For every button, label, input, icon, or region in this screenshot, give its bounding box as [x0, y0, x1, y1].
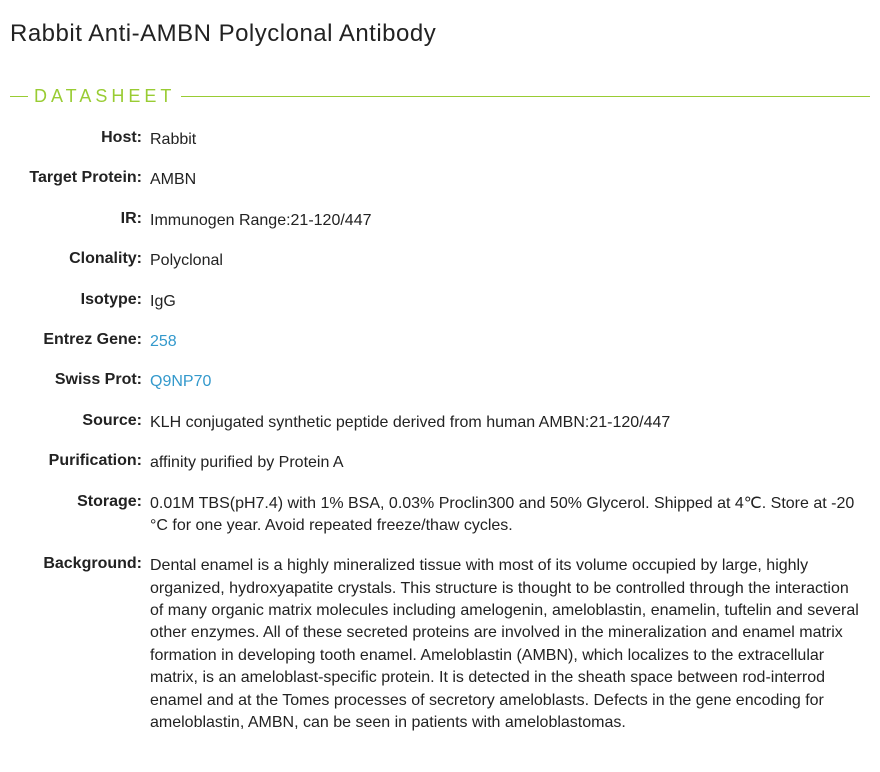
value-swiss-prot: Q9NP70 [150, 371, 221, 393]
row-clonality: Clonality: Polyclonal [10, 250, 870, 272]
label-entrez-gene: Entrez Gene: [10, 331, 150, 349]
row-swiss-prot: Swiss Prot: Q9NP70 [10, 371, 870, 393]
section-line-left [10, 96, 28, 97]
value-host: Rabbit [150, 129, 206, 151]
value-entrez-gene: 258 [150, 331, 187, 353]
value-background: Dental enamel is a highly mineralized ti… [150, 555, 870, 734]
label-source: Source: [10, 412, 150, 430]
row-target-protein: Target Protein: AMBN [10, 169, 870, 191]
entrez-gene-link[interactable]: 258 [150, 333, 177, 350]
page-title: Rabbit Anti-AMBN Polyclonal Antibody [10, 20, 870, 48]
row-background: Background: Dental enamel is a highly mi… [10, 555, 870, 734]
label-host: Host: [10, 129, 150, 147]
label-purification: Purification: [10, 452, 150, 470]
row-source: Source: KLH conjugated synthetic peptide… [10, 412, 870, 434]
value-target-protein: AMBN [150, 169, 206, 191]
section-line-right [181, 96, 870, 97]
value-source: KLH conjugated synthetic peptide derived… [150, 412, 680, 434]
label-target-protein: Target Protein: [10, 169, 150, 187]
row-storage: Storage: 0.01M TBS(pH7.4) with 1% BSA, 0… [10, 493, 870, 538]
section-label: DATASHEET [28, 86, 181, 107]
value-storage: 0.01M TBS(pH7.4) with 1% BSA, 0.03% Proc… [150, 493, 870, 538]
row-ir: IR: Immunogen Range:21-120/447 [10, 210, 870, 232]
label-swiss-prot: Swiss Prot: [10, 371, 150, 389]
row-purification: Purification: affinity purified by Prote… [10, 452, 870, 474]
row-entrez-gene: Entrez Gene: 258 [10, 331, 870, 353]
value-purification: affinity purified by Protein A [150, 452, 354, 474]
label-clonality: Clonality: [10, 250, 150, 268]
value-ir: Immunogen Range:21-120/447 [150, 210, 382, 232]
value-clonality: Polyclonal [150, 250, 233, 272]
label-background: Background: [10, 555, 150, 573]
row-isotype: Isotype: IgG [10, 291, 870, 313]
label-storage: Storage: [10, 493, 150, 511]
section-header: DATASHEET [10, 86, 870, 107]
value-isotype: IgG [150, 291, 186, 313]
swiss-prot-link[interactable]: Q9NP70 [150, 373, 211, 390]
label-isotype: Isotype: [10, 291, 150, 309]
label-ir: IR: [10, 210, 150, 228]
row-host: Host: Rabbit [10, 129, 870, 151]
